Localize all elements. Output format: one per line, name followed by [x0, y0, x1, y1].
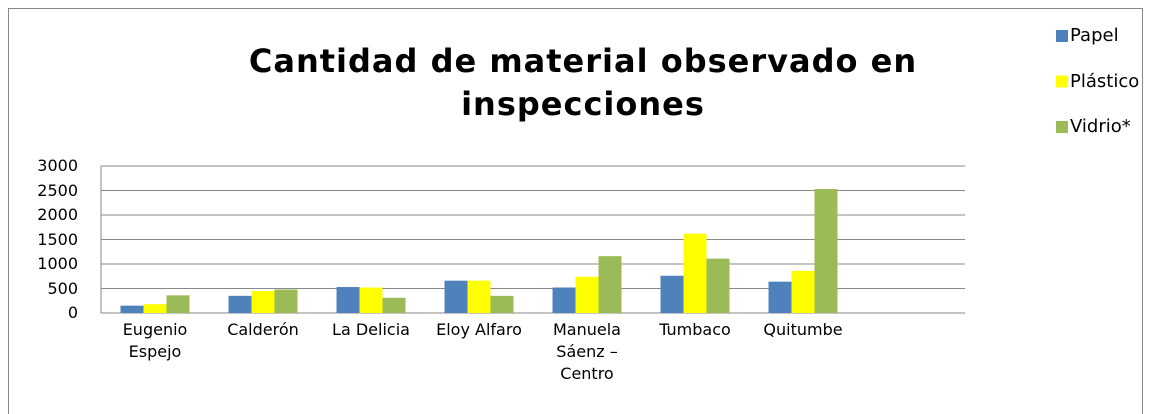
bar [598, 256, 622, 313]
bar [274, 289, 298, 313]
bar [683, 233, 707, 313]
legend-label: Papel [1070, 25, 1119, 46]
bar [251, 290, 275, 313]
legend-label: Vidrio* [1070, 116, 1131, 137]
bar [575, 276, 599, 313]
bar [382, 297, 406, 313]
legend-label: Plástico [1070, 70, 1140, 92]
legend-swatch [1056, 121, 1068, 133]
bar [143, 304, 167, 313]
bar [166, 295, 190, 313]
x-tick-label: La Delicia [332, 320, 410, 339]
y-tick-label: 1500 [37, 229, 78, 249]
y-tick-label: 3000 [37, 156, 78, 175]
y-tick-label: 2500 [37, 180, 78, 200]
y-tick-label: 500 [47, 278, 78, 298]
bar [336, 287, 360, 313]
x-tick-label: Calderón [227, 320, 299, 339]
x-tick-label: Quitumbe [763, 320, 843, 339]
y-tick-label: 2000 [37, 205, 78, 224]
x-tick-label: Tumbaco [659, 320, 731, 339]
x-tick-label: Eloy Alfaro [436, 320, 522, 339]
bar [228, 295, 252, 313]
bar [814, 189, 838, 313]
x-tick-label: Manuela Sáenz – Centro [553, 320, 621, 383]
bar [120, 305, 144, 313]
bar [768, 281, 792, 313]
bar [359, 287, 383, 313]
bar [552, 287, 576, 313]
bar [706, 258, 730, 313]
bar [444, 280, 468, 313]
bar [791, 270, 815, 313]
y-tick-label: 0 [67, 303, 78, 322]
y-tick-label: 1000 [37, 254, 78, 273]
x-tick-label: Eugenio Espejo [122, 320, 188, 361]
legend-swatch [1056, 75, 1068, 88]
legend-swatch [1056, 30, 1068, 42]
bar [660, 275, 684, 313]
frame [8, 8, 1143, 414]
bar [467, 280, 491, 313]
chart-title: Cantidad de material observado en inspec… [248, 42, 918, 123]
bar [490, 295, 514, 313]
